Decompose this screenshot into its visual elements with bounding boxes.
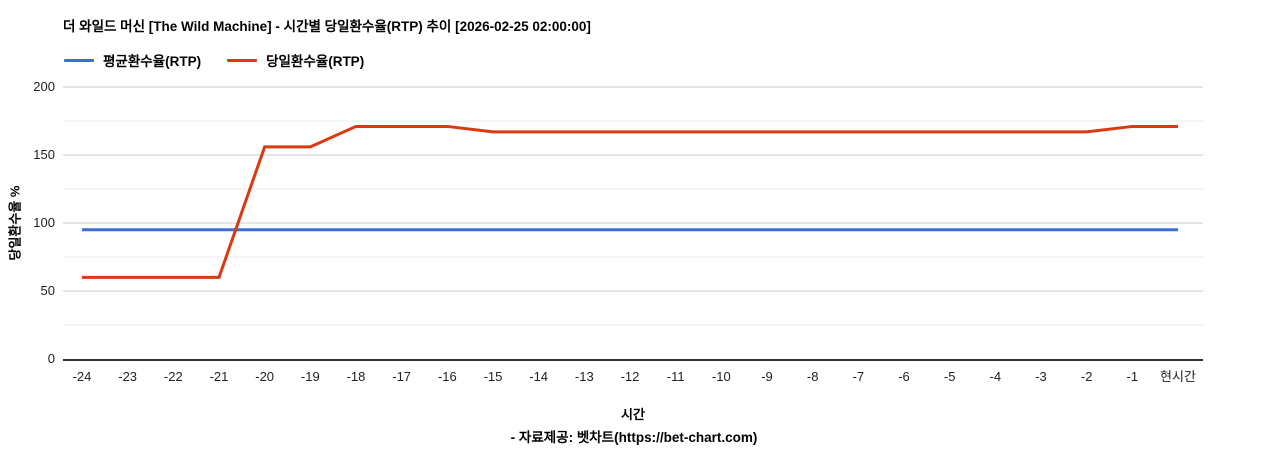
x-tick-label: -16: [437, 369, 457, 384]
y-tick-label: 200: [33, 79, 55, 94]
x-tick-label: -22: [163, 369, 183, 384]
x-tick-label: -20: [255, 369, 275, 384]
footer-credit: - 자료제공: 벳차트(https://bet-chart.com): [510, 430, 758, 445]
chart-title: 더 와일드 머신 [The Wild Machine] - 시간별 당일환수율(…: [63, 19, 591, 34]
legend-item-average-rtp: 평균환수율(RTP): [64, 50, 201, 70]
daily-rtp-line: [82, 124, 1178, 279]
x-tick-label: -1: [1126, 369, 1139, 384]
x-tick-label: -6: [898, 369, 910, 384]
x-tick-label: -5: [943, 369, 956, 384]
y-tick-label: 100: [33, 215, 55, 230]
x-tick-label: -2: [1080, 369, 1093, 384]
legend-label: 당일환수율(RTP): [266, 54, 365, 69]
x-tick-label: -10: [711, 369, 731, 384]
x-tick-label: -17: [392, 369, 412, 384]
legend-label: 평균환수율(RTP): [103, 54, 202, 69]
legend-line-swatch: [64, 58, 94, 62]
x-tick-label: -14: [529, 369, 549, 384]
x-tick-label: -24: [72, 369, 92, 384]
x-tick-label: -9: [761, 369, 773, 384]
legend-item-daily-rtp: 당일환수율(RTP): [227, 50, 364, 70]
x-tick-label: 현시간: [1160, 369, 1196, 384]
x-tick-label: -19: [300, 369, 320, 384]
x-tick-label: -8: [806, 369, 819, 384]
y-tick-label: 0: [47, 351, 55, 366]
legend: 평균환수율(RTP) 당일환수율(RTP): [64, 50, 364, 70]
x-tick-label: -12: [620, 369, 640, 384]
x-tick-label: -23: [118, 369, 138, 384]
legend-line-swatch: [227, 58, 258, 62]
x-tick-label: -13: [574, 369, 594, 384]
x-tick-label: -4: [989, 369, 1002, 384]
x-tick-label: -21: [209, 369, 229, 384]
y-tick-label: 150: [33, 147, 55, 162]
x-tick-label: -3: [1035, 369, 1047, 384]
x-tick-label: -11: [666, 369, 685, 384]
x-tick-label: -15: [483, 369, 503, 384]
y-tick-label: 50: [40, 283, 55, 298]
x-tick-label: -18: [346, 369, 366, 384]
x-axis-title: 시간: [621, 407, 645, 422]
x-tick-label: -7: [852, 369, 865, 384]
